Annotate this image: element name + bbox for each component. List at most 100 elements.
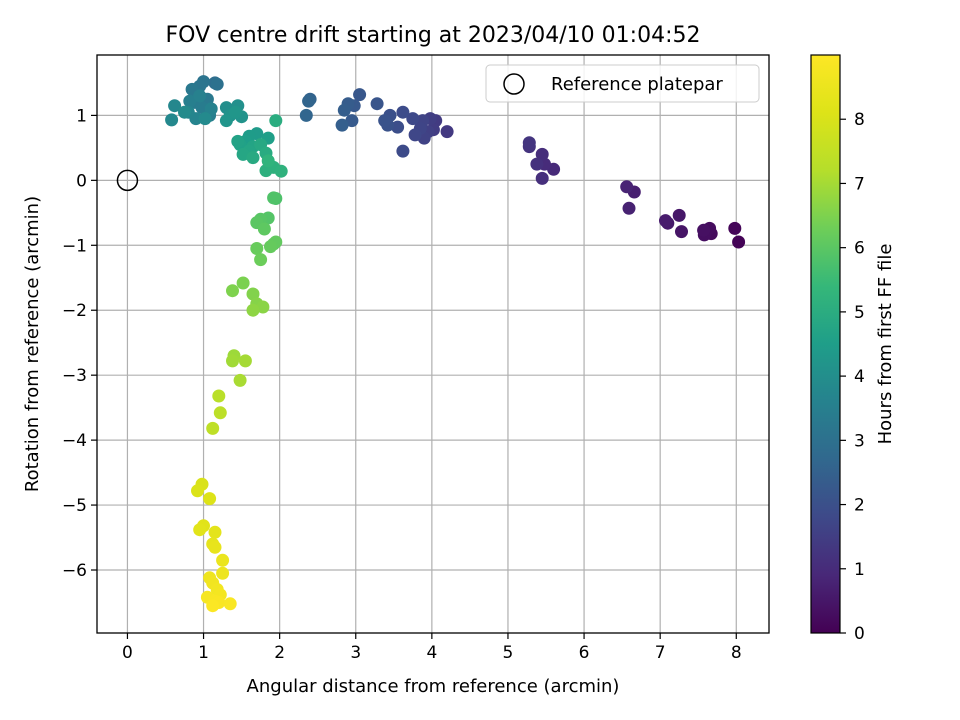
- data-point: [535, 147, 549, 161]
- data-point: [191, 484, 204, 498]
- colorbar-tick-label: 8: [854, 110, 865, 130]
- data-point: [229, 105, 242, 119]
- data-point: [335, 118, 349, 132]
- data-point: [378, 114, 392, 128]
- data-point: [208, 540, 222, 554]
- y-tick-label: 1: [76, 106, 87, 126]
- data-point: [299, 108, 313, 122]
- data-point: [213, 406, 227, 420]
- data-point: [264, 240, 277, 254]
- data-point: [165, 113, 179, 127]
- x-tick-label: 6: [579, 643, 590, 663]
- data-point: [269, 114, 283, 128]
- colorbar-tick-label: 1: [854, 560, 865, 580]
- x-tick-label: 8: [731, 643, 742, 663]
- data-point: [522, 136, 536, 150]
- data-point: [406, 112, 420, 126]
- data-point: [203, 492, 217, 506]
- data-point: [231, 134, 245, 148]
- data-point: [216, 566, 230, 580]
- data-point: [370, 97, 384, 111]
- reference-marker-group: [116, 169, 139, 192]
- colorbar-gradient: [810, 54, 841, 634]
- data-point: [261, 154, 275, 168]
- data-point: [193, 523, 207, 537]
- data-point: [178, 105, 191, 119]
- y-tick-label: −6: [62, 561, 87, 581]
- data-point: [391, 120, 405, 134]
- colorbar-tick-label: 0: [854, 624, 865, 644]
- data-point: [206, 421, 220, 435]
- colorbar: 0 1 2 3 4 5 6 7 8 Hours from first FF file: [810, 54, 896, 644]
- data-point: [345, 114, 359, 128]
- data-point: [204, 102, 218, 116]
- x-tick-label: 3: [350, 643, 361, 663]
- colorbar-tick-label: 6: [854, 239, 865, 259]
- data-point: [672, 208, 686, 222]
- data-point: [337, 103, 351, 117]
- data-point: [246, 151, 260, 165]
- data-point: [274, 164, 288, 178]
- data-point: [620, 180, 634, 194]
- data-point: [697, 223, 711, 237]
- data-point: [226, 284, 239, 298]
- data-point: [257, 222, 271, 236]
- data-point: [168, 99, 182, 113]
- x-axis-label: Angular distance from reference (arcmin): [247, 676, 620, 697]
- colorbar-ticks: 0 1 2 3 4 5 6 7 8: [840, 110, 865, 644]
- y-axis-label: Rotation from reference (arcmin): [22, 196, 43, 492]
- x-tick-label: 5: [503, 643, 514, 663]
- chart-title: FOV centre drift starting at 2023/04/10 …: [166, 23, 701, 48]
- data-point: [206, 599, 220, 613]
- x-axis-ticks: 0 1 2 3 4 5 6 7 8: [122, 633, 742, 663]
- data-point: [183, 94, 197, 108]
- colorbar-tick-label: 4: [854, 367, 865, 387]
- x-tick-label: 1: [198, 643, 209, 663]
- data-point: [530, 157, 544, 171]
- legend-entry-reference: Reference platepar: [551, 74, 723, 95]
- data-point: [210, 77, 224, 91]
- y-tick-label: 0: [76, 171, 87, 191]
- plot-frame: [96, 54, 770, 634]
- colorbar-tick-label: 2: [854, 496, 865, 516]
- colorbar-tick-label: 5: [854, 303, 865, 323]
- data-point: [233, 373, 247, 387]
- data-point: [208, 525, 222, 539]
- data-point: [535, 171, 549, 185]
- data-point: [212, 389, 226, 403]
- colorbar-tick-label: 7: [854, 174, 865, 194]
- data-point: [254, 253, 268, 267]
- data-point: [396, 144, 410, 158]
- data-point: [223, 597, 237, 611]
- x-tick-label: 4: [426, 643, 437, 663]
- data-point: [440, 125, 454, 139]
- colorbar-label: Hours from first FF file: [875, 244, 896, 445]
- plot-grid: [97, 55, 769, 633]
- y-tick-label: −1: [62, 236, 87, 256]
- data-point: [659, 214, 672, 228]
- y-tick-label: −3: [62, 366, 87, 386]
- data-point: [250, 242, 264, 255]
- data-point: [193, 89, 207, 103]
- data-point: [408, 128, 422, 142]
- legend: Reference platepar: [485, 64, 760, 103]
- data-point: [216, 553, 230, 567]
- data-point: [198, 112, 212, 126]
- data-point: [246, 303, 260, 317]
- y-tick-label: −5: [62, 496, 87, 516]
- data-point: [267, 191, 281, 205]
- y-tick-label: −4: [62, 431, 87, 451]
- data-point: [226, 354, 239, 368]
- data-point: [732, 235, 746, 249]
- data-point: [396, 105, 410, 119]
- legend-reference-marker: [503, 73, 525, 95]
- legend-box: [485, 64, 760, 103]
- data-point: [219, 114, 233, 128]
- data-point: [728, 221, 742, 235]
- x-tick-label: 2: [274, 643, 285, 663]
- x-tick-label: 0: [122, 643, 133, 663]
- data-point: [256, 300, 270, 314]
- x-tick-label: 7: [655, 643, 666, 663]
